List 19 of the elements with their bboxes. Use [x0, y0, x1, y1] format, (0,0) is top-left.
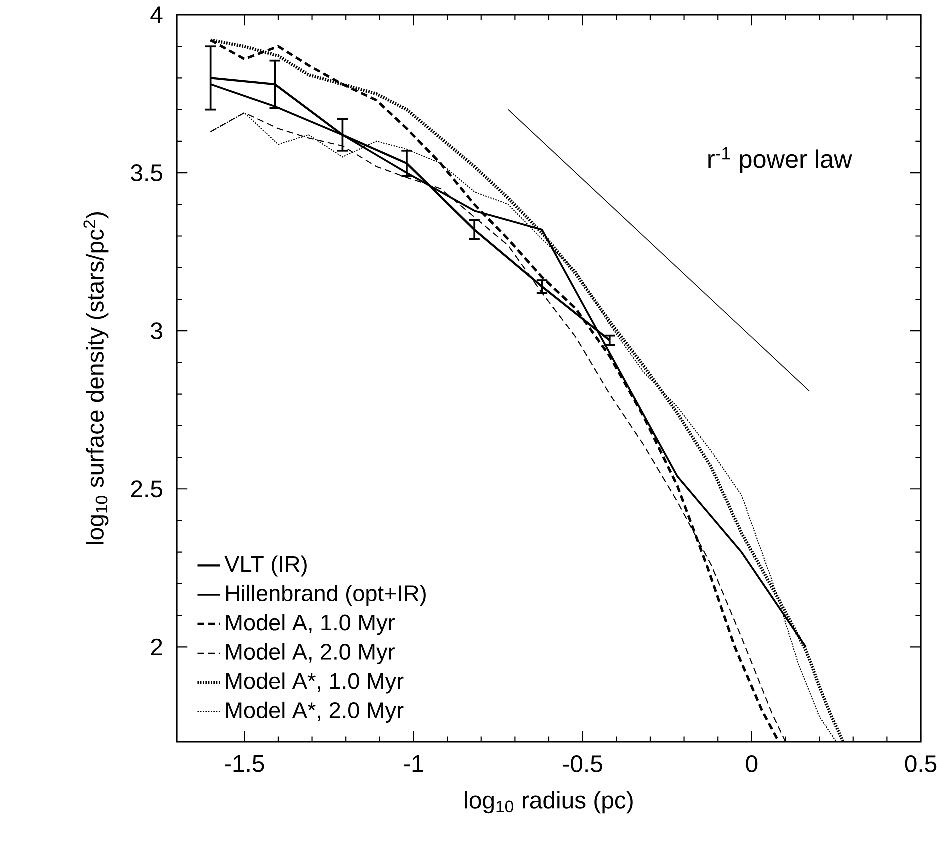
x-tick-label: -1: [404, 756, 424, 772]
x-tick-label: 0: [746, 756, 758, 772]
legend-label: Hillenbrand (opt+IR): [226, 584, 426, 606]
y-tick-label: 3: [151, 322, 162, 340]
legend-label: Model A*, 2.0 Myr: [226, 702, 404, 723]
x-tick-label: -1.5: [225, 756, 264, 772]
y-tick-label: 3.5: [131, 164, 162, 182]
y-axis-title: log$_{10}$ surface density (stars/pc$^{2}$): [84, 212, 109, 544]
legend-label: Model A, 2.0 Myr: [226, 643, 395, 664]
x-tick-label: 0.5: [905, 756, 937, 772]
annotation: r$^{-1}$ power law: [708, 148, 852, 174]
y-tick-label: 4: [150, 6, 163, 24]
y-tick-label: 2: [151, 638, 162, 656]
legend-label: Model A*, 1.0 Myr: [226, 672, 404, 694]
legend-label: VLT (IR): [224, 556, 307, 577]
legend-label: Model A, 1.0 Myr: [226, 614, 395, 636]
x-tick-label: -0.5: [563, 756, 602, 772]
y-tick-label: 2.5: [131, 480, 162, 498]
x-axis-title: log$_{10}$ radius (pc): [465, 791, 633, 814]
